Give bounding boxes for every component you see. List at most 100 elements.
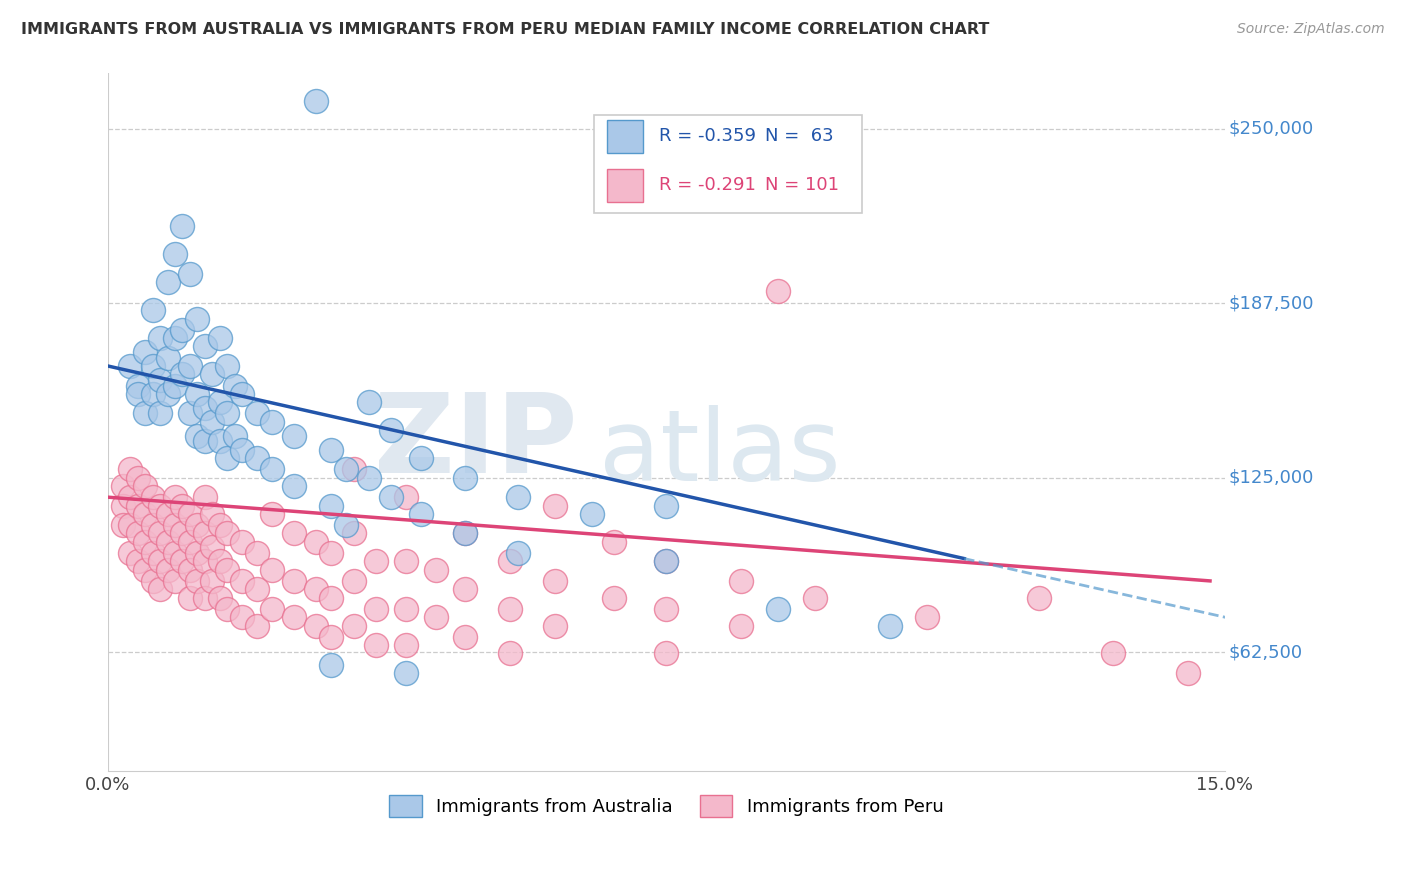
Point: [395, 602, 418, 616]
Point: [111, 479, 134, 493]
Point: [163, 490, 186, 504]
Point: [321, 546, 343, 560]
Point: [246, 546, 269, 560]
Point: [201, 415, 224, 429]
Point: [194, 434, 217, 449]
Point: [395, 638, 418, 652]
Point: [120, 518, 142, 533]
Point: [179, 407, 201, 421]
FancyBboxPatch shape: [593, 115, 862, 212]
Point: [149, 407, 172, 421]
Point: [231, 442, 253, 457]
Point: [134, 345, 156, 359]
Point: [454, 630, 477, 644]
Point: [156, 563, 179, 577]
Point: [186, 546, 208, 560]
Text: atlas: atlas: [599, 405, 841, 501]
Point: [127, 499, 149, 513]
Text: $187,500: $187,500: [1229, 294, 1313, 312]
Point: [134, 479, 156, 493]
Point: [544, 499, 567, 513]
Point: [120, 462, 142, 476]
Point: [343, 618, 366, 632]
Point: [156, 275, 179, 289]
Point: [163, 247, 186, 261]
Point: [186, 518, 208, 533]
Point: [217, 451, 239, 466]
Point: [179, 534, 201, 549]
Point: [134, 407, 156, 421]
Point: [127, 526, 149, 541]
Point: [395, 665, 418, 680]
Point: [335, 518, 357, 533]
Text: $250,000: $250,000: [1229, 120, 1313, 137]
Point: [321, 630, 343, 644]
Point: [425, 610, 447, 624]
Point: [172, 499, 194, 513]
Point: [364, 638, 387, 652]
FancyBboxPatch shape: [607, 169, 643, 202]
Point: [283, 610, 305, 624]
Point: [409, 507, 432, 521]
Point: [149, 582, 172, 597]
Point: [127, 554, 149, 568]
Point: [499, 554, 522, 568]
Point: [149, 331, 172, 345]
Point: [120, 546, 142, 560]
Point: [208, 554, 231, 568]
Point: [321, 442, 343, 457]
Point: [655, 647, 678, 661]
Point: [305, 618, 328, 632]
Point: [766, 602, 789, 616]
Point: [194, 591, 217, 605]
Point: [305, 582, 328, 597]
Point: [1177, 665, 1199, 680]
Point: [730, 618, 752, 632]
Point: [186, 574, 208, 588]
Point: [111, 518, 134, 533]
Point: [231, 387, 253, 401]
Point: [231, 610, 253, 624]
Point: [208, 331, 231, 345]
Point: [409, 451, 432, 466]
Point: [260, 563, 283, 577]
Point: [156, 351, 179, 365]
Point: [321, 591, 343, 605]
Point: [283, 574, 305, 588]
Text: N = 101: N = 101: [765, 177, 839, 194]
Point: [224, 429, 246, 443]
Point: [142, 490, 165, 504]
Point: [194, 401, 217, 415]
Point: [201, 368, 224, 382]
Point: [246, 582, 269, 597]
Point: [544, 574, 567, 588]
Point: [217, 563, 239, 577]
Point: [305, 534, 328, 549]
Point: [179, 359, 201, 373]
Point: [120, 359, 142, 373]
Point: [305, 94, 328, 108]
Point: [156, 534, 179, 549]
Point: [163, 331, 186, 345]
Point: [499, 647, 522, 661]
Point: [149, 499, 172, 513]
FancyBboxPatch shape: [607, 120, 643, 153]
Point: [454, 582, 477, 597]
Point: [730, 574, 752, 588]
Point: [603, 534, 626, 549]
Point: [1028, 591, 1050, 605]
Point: [156, 387, 179, 401]
Point: [127, 387, 149, 401]
Point: [246, 407, 269, 421]
Point: [283, 479, 305, 493]
Point: [655, 554, 678, 568]
Point: [343, 462, 366, 476]
Point: [142, 387, 165, 401]
Point: [766, 284, 789, 298]
Point: [454, 526, 477, 541]
Point: [172, 368, 194, 382]
Text: N =  63: N = 63: [765, 128, 834, 145]
Point: [804, 591, 827, 605]
Text: R = -0.359: R = -0.359: [658, 128, 755, 145]
Point: [179, 267, 201, 281]
